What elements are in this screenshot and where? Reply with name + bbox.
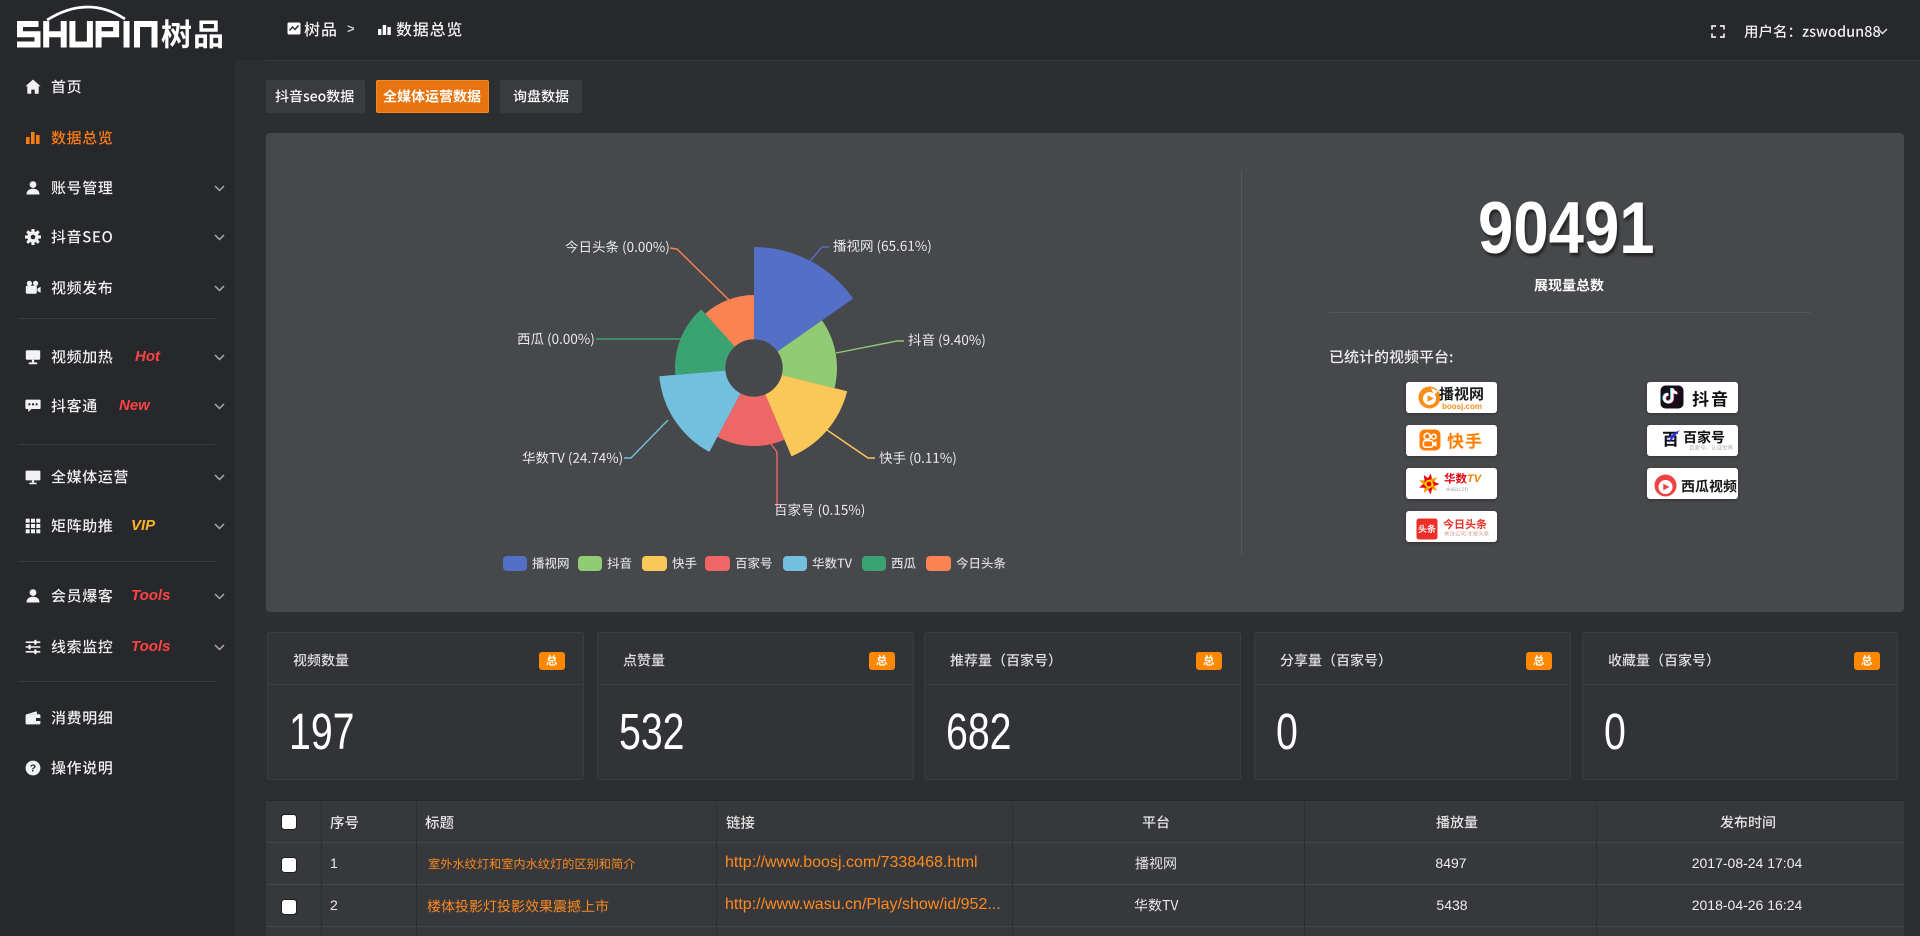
svg-text:?: ? bbox=[30, 763, 36, 775]
